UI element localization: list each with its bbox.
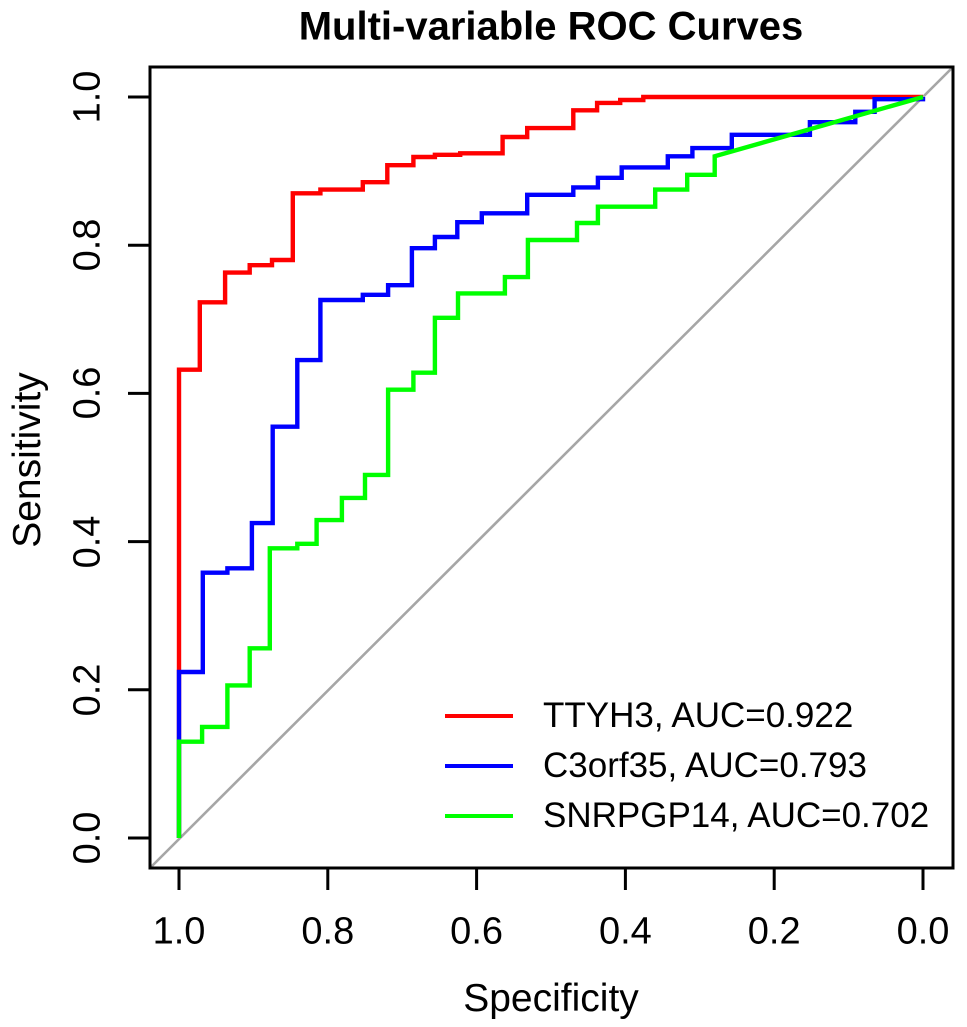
y-tick-label: 0.6 — [66, 366, 109, 420]
y-tick-label: 0.4 — [66, 515, 109, 569]
roc-curve-SNRPGP14 — [176, 94, 924, 838]
y-tick-label: 0.0 — [66, 811, 109, 865]
y-tick-label: 0.2 — [66, 663, 109, 717]
x-tick-label: 0.0 — [896, 910, 950, 953]
legend-line-swatch-red — [445, 714, 513, 718]
roc-curve-C3orf35 — [176, 96, 926, 838]
legend-item: C3orf35, AUC=0.793 — [445, 741, 929, 791]
x-axis-title: Specificity — [463, 977, 639, 1020]
x-tick-label: 0.8 — [301, 910, 355, 953]
legend-line-swatch-blue — [445, 764, 513, 768]
x-tick-label: 0.4 — [598, 910, 652, 953]
legend: TTYH3, AUC=0.922 C3orf35, AUC=0.793 SNRP… — [445, 691, 929, 841]
legend-item: SNRPGP14, AUC=0.702 — [445, 791, 929, 841]
x-tick-label: 1.0 — [152, 910, 206, 953]
legend-item: TTYH3, AUC=0.922 — [445, 691, 929, 741]
y-axis-title: Sensitivity — [6, 372, 49, 548]
y-tick-label: 0.8 — [66, 218, 109, 272]
x-tick-label: 0.2 — [747, 910, 801, 953]
chart-title: Multi-variable ROC Curves — [298, 4, 804, 49]
y-tick-label: 1.0 — [66, 70, 109, 124]
legend-line-swatch-green — [445, 814, 513, 818]
legend-label: TTYH3, AUC=0.922 — [543, 696, 854, 735]
x-tick-label: 0.6 — [450, 910, 504, 953]
diagonal-reference-line — [149, 66, 954, 869]
plot-box — [148, 65, 955, 870]
legend-label: SNRPGP14, AUC=0.702 — [543, 796, 930, 835]
roc-curve-TTYH3 — [176, 94, 923, 838]
legend-label: C3orf35, AUC=0.793 — [543, 746, 867, 785]
